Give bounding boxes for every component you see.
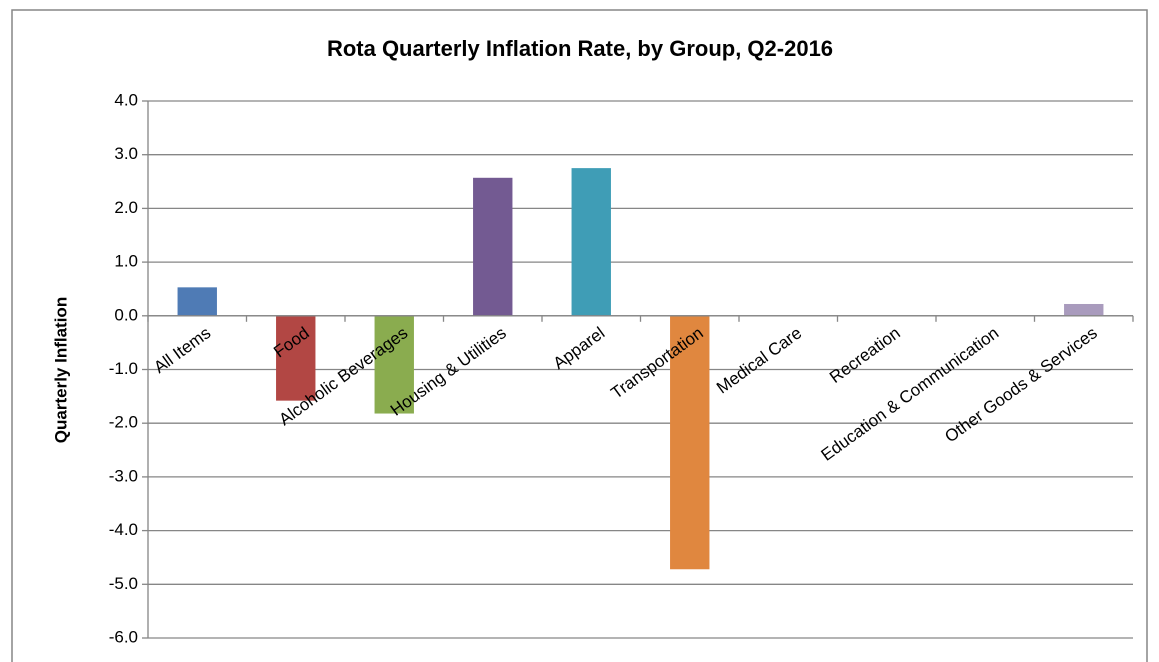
y-tick-label: 0.0 bbox=[114, 305, 138, 324]
bar bbox=[177, 287, 217, 316]
bar bbox=[571, 168, 611, 316]
y-tick-label: -3.0 bbox=[109, 466, 138, 485]
bar bbox=[374, 315, 414, 414]
bar bbox=[473, 177, 513, 316]
y-tick-label: -2.0 bbox=[109, 413, 138, 432]
bar bbox=[1064, 303, 1104, 316]
chart-title: Rota Quarterly Inflation Rate, by Group,… bbox=[327, 36, 833, 61]
chart-frame bbox=[11, 9, 1148, 662]
y-tick-label: -6.0 bbox=[109, 627, 138, 646]
y-tick-label: 2.0 bbox=[114, 198, 138, 217]
y-tick-label: -4.0 bbox=[109, 520, 138, 539]
y-axis-label: Quarterly Inflation bbox=[51, 297, 70, 443]
bar bbox=[670, 315, 710, 570]
y-tick-label: -5.0 bbox=[109, 574, 138, 593]
y-tick-label: 4.0 bbox=[114, 90, 138, 109]
y-tick-label: 3.0 bbox=[114, 144, 138, 163]
y-tick-label: -1.0 bbox=[109, 359, 138, 378]
y-tick-label: 1.0 bbox=[114, 252, 138, 271]
bar bbox=[276, 315, 316, 401]
